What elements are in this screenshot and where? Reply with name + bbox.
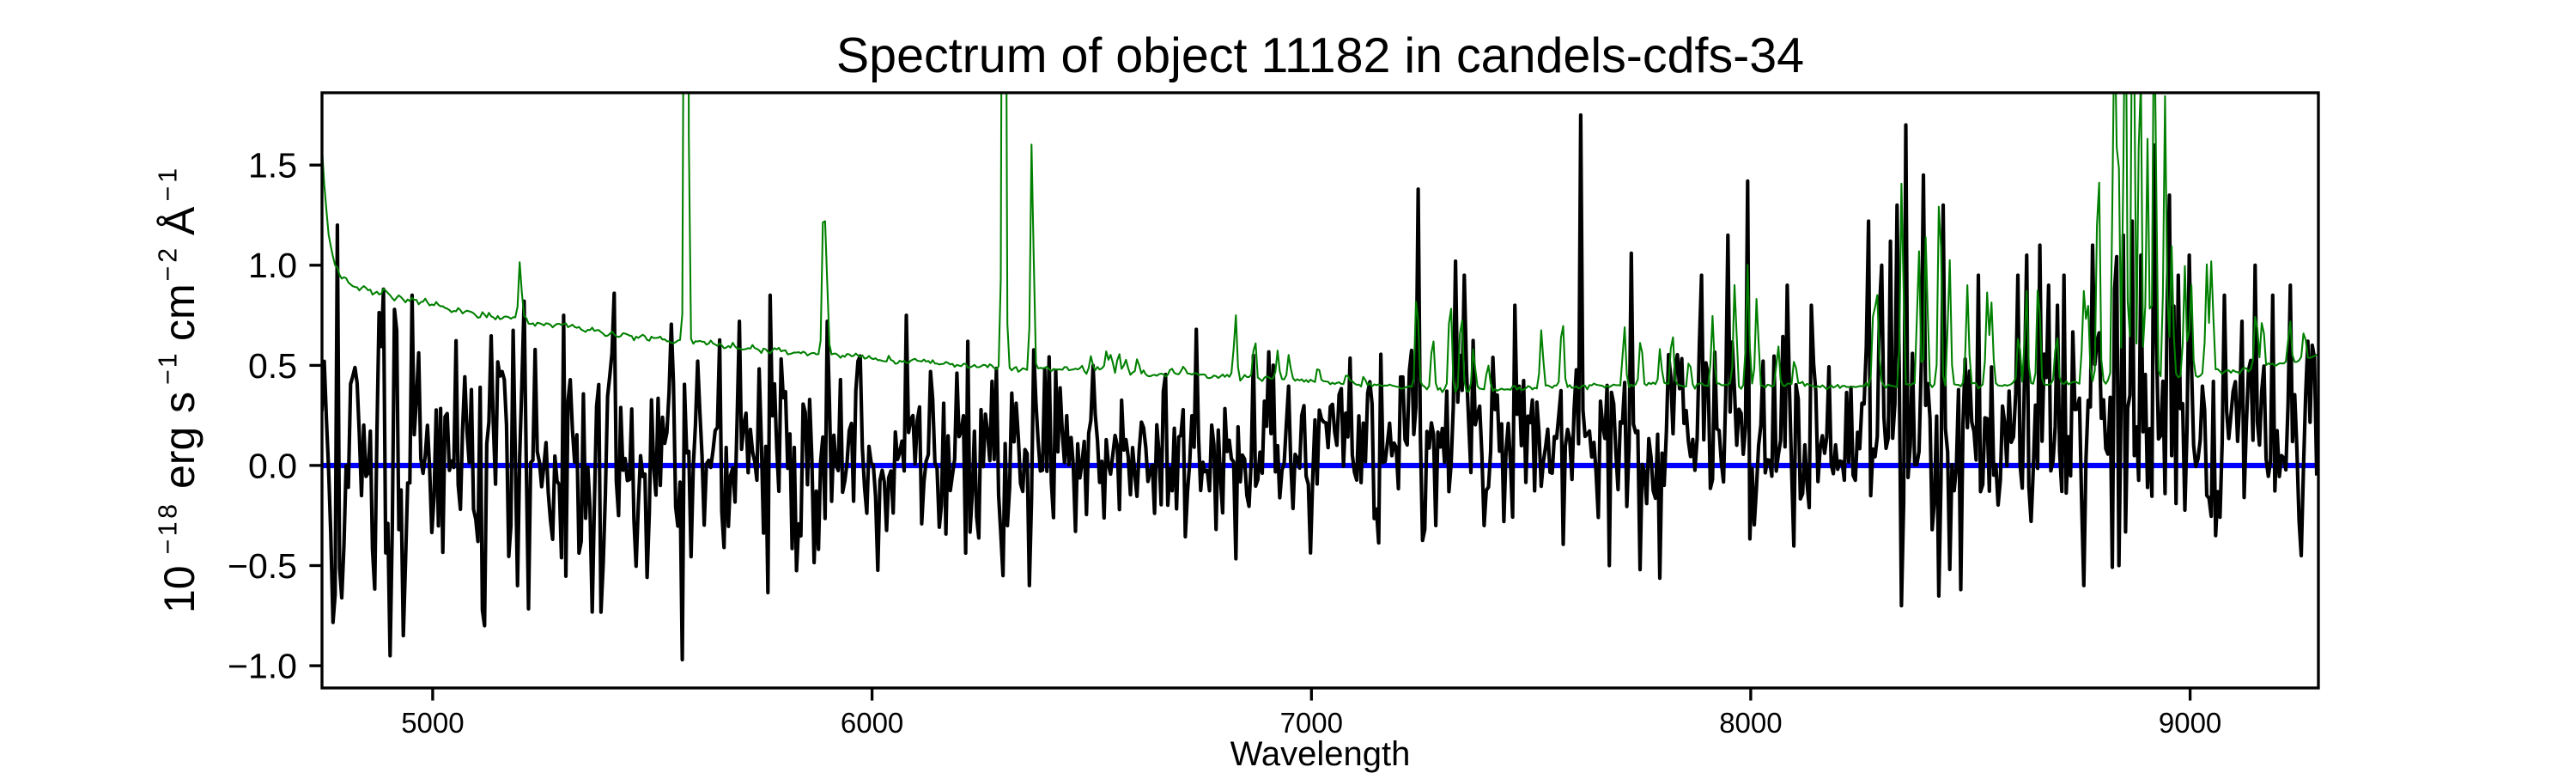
svg-text:8000: 8000 (1719, 707, 1782, 739)
svg-text:6000: 6000 (841, 707, 903, 739)
svg-text:10: 10 (155, 565, 204, 613)
svg-text:Wavelength: Wavelength (1230, 735, 1411, 773)
svg-text:1.5: 1.5 (248, 146, 297, 186)
svg-text:5000: 5000 (401, 707, 464, 739)
svg-text:Å: Å (155, 206, 204, 235)
svg-text:s: s (155, 392, 204, 413)
svg-text:1.0: 1.0 (248, 246, 297, 285)
svg-text:0.5: 0.5 (248, 346, 297, 386)
svg-text:7000: 7000 (1280, 707, 1343, 739)
svg-text:−18: −18 (154, 504, 183, 555)
svg-text:erg: erg (155, 427, 204, 489)
svg-text:Spectrum of object 11182 in ca: Spectrum of object 11182 in candels-cdfs… (836, 28, 1804, 83)
svg-text:−0.5: −0.5 (228, 546, 297, 586)
svg-text:−1.0: −1.0 (228, 647, 297, 686)
svg-text:cm: cm (155, 283, 204, 341)
svg-text:9000: 9000 (2159, 707, 2221, 739)
svg-text:0.0: 0.0 (248, 446, 297, 485)
